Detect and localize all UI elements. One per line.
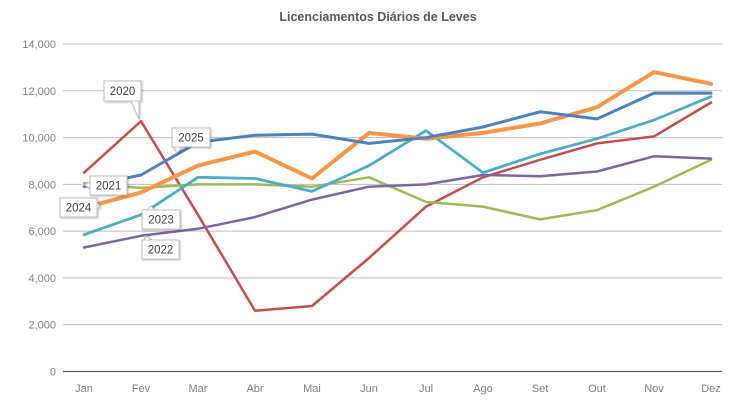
x-tick-label-Jul: Jul	[419, 383, 433, 395]
series-callouts: 2020 2025 2021 2024 2023 2022	[59, 80, 211, 260]
callout-label: 2023	[148, 215, 174, 227]
x-tick-label-Set: Set	[532, 383, 549, 395]
callout-pointer	[130, 100, 140, 120]
series-lines	[82, 70, 713, 312]
y-tick-label-2000: 2,000	[28, 320, 56, 332]
callout-pointer	[143, 235, 154, 241]
x-tick-label-Jun: Jun	[360, 383, 378, 395]
chart-title: Licenciamentos Diários de Leves	[279, 10, 476, 24]
series-line-2022	[82, 155, 713, 249]
callout-label: 2025	[178, 133, 204, 145]
callout-2020: 2020	[103, 80, 142, 120]
x-tick-label-Abr: Abr	[246, 383, 263, 395]
callout-2023: 2023	[141, 205, 181, 230]
x-tick-label-Ago: Ago	[473, 383, 493, 395]
callout-box	[89, 175, 128, 196]
callout-box	[171, 127, 211, 148]
y-tick-label-8000: 8,000	[28, 179, 56, 191]
callout-2022: 2022	[141, 235, 180, 260]
series-line-2025	[82, 91, 713, 189]
callout-box	[59, 197, 98, 218]
x-tick-label-Mai: Mai	[303, 383, 321, 395]
callout-label: 2021	[96, 181, 122, 193]
callout-label: 2020	[110, 86, 136, 98]
callout-box	[141, 239, 180, 260]
x-tick-label-Out: Out	[588, 383, 606, 395]
callout-box	[103, 80, 142, 102]
series-line-2020	[82, 101, 713, 312]
x-tick-label-Dez: Dez	[701, 383, 721, 395]
x-tick-label-Nov: Nov	[644, 383, 664, 395]
y-tick-label-4000: 4,000	[28, 273, 56, 285]
y-tick-label-10000: 10,000	[22, 133, 56, 145]
x-axis-labels: Jan Fev Mar Abr Mai Jun Jul Ago Set Out Nov Dez	[75, 383, 721, 395]
y-tick-label-12000: 12,000	[22, 86, 56, 98]
x-tick-label-Mar: Mar	[189, 383, 208, 395]
callout-box	[141, 209, 181, 230]
y-tick-label-6000: 6,000	[28, 226, 56, 238]
callout-2021: 2021	[82, 175, 128, 196]
y-axis-labels: 0 2,000 4,000 6,000 8,000 10,000 12,000 14,000	[22, 39, 56, 379]
callout-label: 2022	[148, 245, 174, 257]
series-line-2023	[82, 95, 713, 237]
x-tick-label-Fev: Fev	[132, 383, 151, 395]
callout-label: 2024	[66, 203, 92, 215]
callout-2024: 2024	[59, 197, 101, 218]
series-line-2024	[82, 70, 713, 210]
y-tick-label-0: 0	[50, 367, 56, 379]
callout-2025: 2025	[171, 127, 211, 154]
x-tick-label-Jan: Jan	[75, 383, 93, 395]
y-tick-label-14000: 14,000	[22, 39, 56, 51]
